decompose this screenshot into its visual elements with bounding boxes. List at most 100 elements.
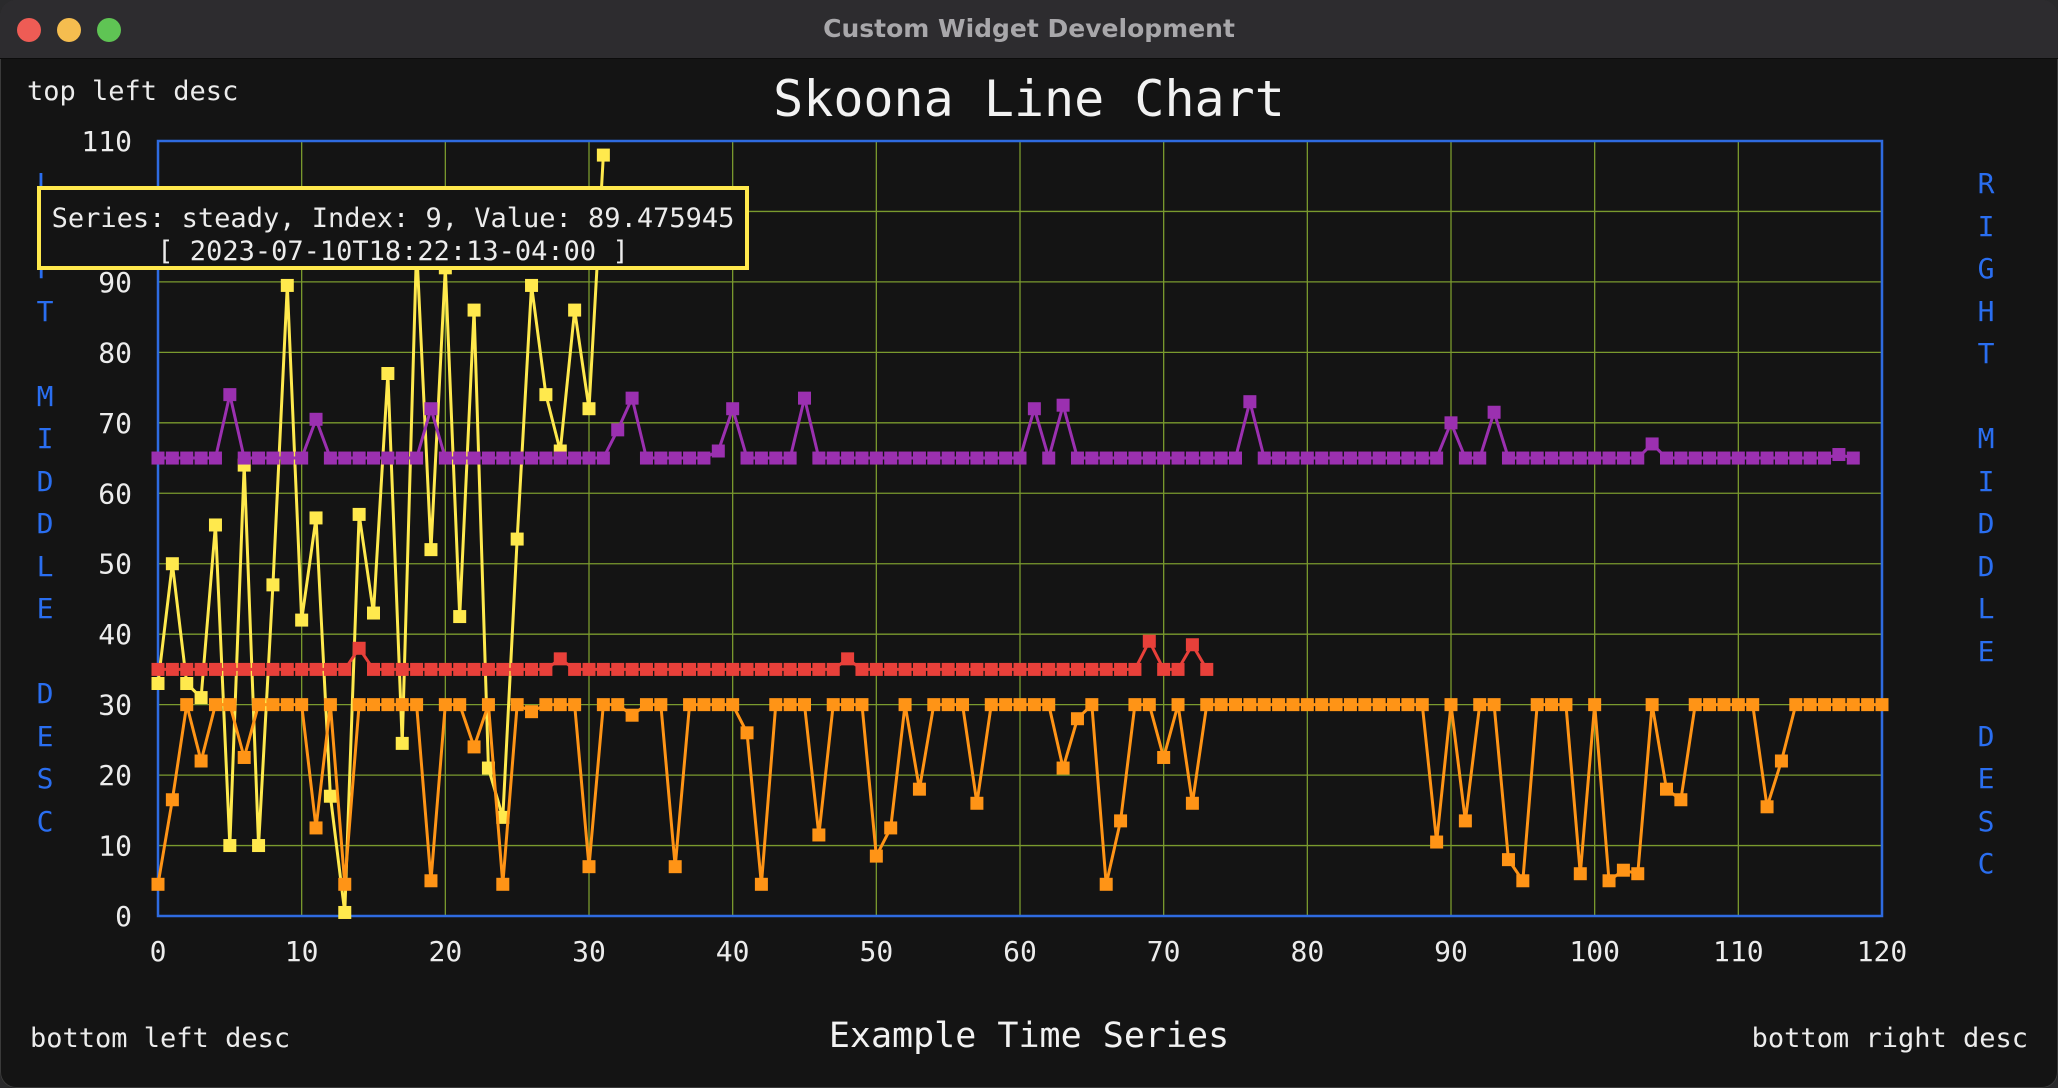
series-3-point [208,698,222,712]
x-axis-title: Example Time Series [828,1016,1230,1056]
series-3-point [826,698,840,712]
series-3-point [1573,867,1587,881]
series-3-point [410,698,424,712]
series-1-point [266,451,280,465]
series-3-point [1229,698,1242,712]
series-1-point [1832,448,1846,462]
series-3-point [956,698,970,712]
series-1-point [1746,451,1760,465]
chart-title: Skoona Line Chart [773,70,1285,128]
y-tick-label: 20 [98,759,132,792]
series-1-point [280,451,294,465]
series-3-point [367,698,380,712]
series-1-point [898,451,912,465]
x-tick-label: 50 [859,935,893,968]
series-2-point [510,662,524,676]
right-middle-label-char: D [1977,507,1995,540]
series-1-point [496,451,510,465]
series-1-point [668,451,682,465]
series-2-point [855,662,869,676]
series-3-point [309,821,323,835]
series-3-point [697,698,711,712]
series-2-point [884,662,898,676]
series-1-point [539,451,553,465]
series-3-point [1329,698,1343,712]
series-0-point [280,278,294,292]
series-1-point [1157,451,1171,465]
series-3-point [1415,698,1429,712]
series-1-point [697,451,711,465]
right-middle-label-char: D [1977,549,1995,583]
series-1-point [1473,451,1487,465]
series-1-point [367,451,380,465]
series-2-point [1085,662,1099,676]
series-3-point [898,698,912,712]
y-tick-label: 30 [98,689,132,722]
series-1-point [1818,451,1832,465]
y-tick-label: 50 [98,548,132,581]
series-3-point [1300,698,1314,712]
series-3-point [1056,761,1070,775]
series-3-point [1214,698,1228,712]
series-3-point [941,698,955,712]
series-2-point [525,662,539,676]
series-2-point [1042,662,1056,676]
series-1-point [1573,451,1587,465]
zoom-window-button[interactable] [97,18,121,42]
series-1-point [194,451,208,465]
series-2-point [252,662,266,676]
right-middle-label-char: M [1977,422,1995,455]
series-2-point [783,662,797,676]
series-3-point [395,698,409,712]
series-3-point [1803,698,1817,712]
series-3-point [553,698,567,712]
series-3-point [1588,698,1602,712]
series-2-point [1200,662,1214,676]
series-0-point [539,388,553,402]
right-middle-label-char: S [1977,804,1995,838]
series-3-point [1070,712,1084,726]
x-tick-label: 110 [1713,935,1764,968]
right-middle-label-char: R [1977,167,1995,200]
series-1-point [1300,451,1314,465]
series-3-point [1545,698,1559,712]
series-1-point [1027,402,1041,416]
series-3-point [1128,698,1142,712]
series-1-point [912,451,926,465]
series-1-point [309,412,323,426]
left-middle-label-char: E [36,719,54,753]
series-1-point [395,451,409,465]
series-1-point [683,451,697,465]
series-1-point [1099,451,1113,465]
series-1-point [1042,451,1056,465]
series-1-point [999,451,1013,465]
series-2-point [237,662,251,676]
left-middle-label-char: M [36,379,54,413]
series-2-point [668,662,682,676]
series-3-point [481,698,495,712]
series-3-point [711,698,725,712]
series-1-point [1257,451,1271,465]
minimize-window-button[interactable] [57,18,81,42]
series-3-point [654,698,668,712]
series-2-point [869,662,883,676]
right-middle-label-char: T [1977,337,1995,370]
series-2-point [582,662,596,676]
series-3-point [1559,698,1573,712]
series-2-point [180,662,194,676]
series-2-point [165,662,179,676]
series-2-point [841,652,855,666]
series-0-point [194,691,208,705]
close-window-button[interactable] [17,18,41,42]
series-2-point [568,662,582,676]
series-3-point [1473,698,1487,712]
series-2-point [711,662,725,676]
series-3-point [1272,698,1286,712]
series-3-point [1013,698,1027,712]
series-3-point [1444,698,1458,712]
series-1-point [855,451,869,465]
series-3-point [740,726,754,740]
series-1-point [884,451,898,465]
series-3-point [496,877,510,891]
